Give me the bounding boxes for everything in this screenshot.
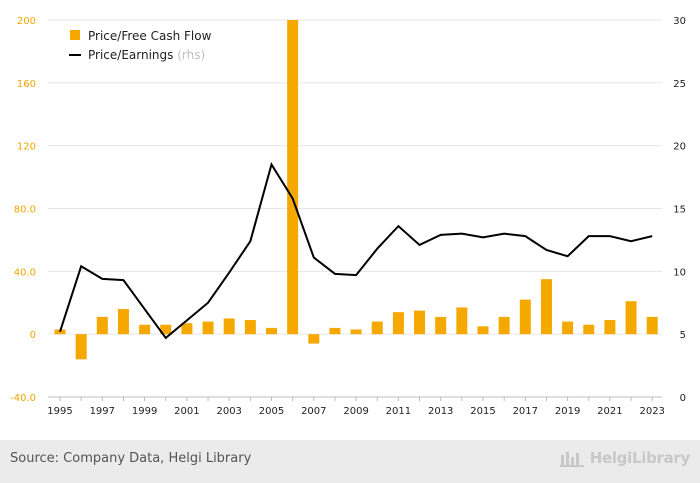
x-tick-label: 2013 xyxy=(428,406,453,417)
legend-swatch-bar xyxy=(70,30,80,40)
bar-series xyxy=(54,20,658,360)
right-axis: 0 5 10 15 20 25 30 xyxy=(673,16,686,404)
x-tick-label: 2007 xyxy=(301,406,326,417)
bar xyxy=(392,312,404,335)
bar xyxy=(583,324,595,335)
logo-text: HelgiLibrary xyxy=(589,449,691,467)
left-tick-label: 160 xyxy=(17,79,36,90)
right-tick-label: 25 xyxy=(673,79,686,90)
bar xyxy=(498,316,510,335)
left-tick-label: 0 xyxy=(30,330,36,341)
bar xyxy=(202,321,214,335)
bar xyxy=(244,320,256,335)
x-tick-label: 2011 xyxy=(386,406,411,417)
right-tick-label: 15 xyxy=(673,205,686,216)
x-tick-label: 2003 xyxy=(216,406,241,417)
chart: -40.0 0 40.0 80.0 120 160 200 0 5 10 15 20 25 30 199… xyxy=(10,16,686,417)
bar xyxy=(625,301,637,335)
bar xyxy=(562,321,574,335)
right-tick-label: 5 xyxy=(680,330,686,341)
left-tick-label: 120 xyxy=(17,142,36,153)
library-logo-icon xyxy=(559,452,584,467)
x-tick-label: 2021 xyxy=(597,406,622,417)
bar xyxy=(540,279,552,335)
right-tick-label: 0 xyxy=(680,393,686,404)
legend: Price/Free Cash Flow Price/Earnings (rhs… xyxy=(69,29,212,62)
x-tick-label: 2017 xyxy=(513,406,538,417)
x-tick-label: 2009 xyxy=(343,406,368,417)
legend-label-pe: Price/Earnings (rhs) xyxy=(88,48,205,62)
bar xyxy=(54,329,66,335)
right-tick-label: 30 xyxy=(673,16,686,27)
x-tick-label: 2015 xyxy=(470,406,495,417)
bar xyxy=(435,316,447,335)
left-tick-label: 40.0 xyxy=(14,267,36,278)
bar xyxy=(371,321,383,335)
bar xyxy=(223,318,235,335)
x-tick-label: 2005 xyxy=(259,406,284,417)
x-tick-label: 1999 xyxy=(132,406,157,417)
bar xyxy=(519,299,531,335)
bar xyxy=(308,334,320,344)
bar xyxy=(477,326,489,335)
footer: Source: Company Data, Helgi Library Helg… xyxy=(0,440,700,483)
bar xyxy=(604,320,616,335)
left-tick-label: 80.0 xyxy=(14,205,36,216)
helgi-library-logo: HelgiLibrary xyxy=(559,449,691,467)
right-tick-label: 10 xyxy=(673,267,686,278)
bar xyxy=(139,324,151,335)
x-tick-label: 2023 xyxy=(639,406,664,417)
left-tick-label: 200 xyxy=(17,16,36,27)
right-tick-label: 20 xyxy=(673,142,686,153)
bar xyxy=(117,309,129,335)
bar xyxy=(287,20,299,335)
gridlines xyxy=(48,19,662,398)
left-tick-label: -40.0 xyxy=(10,393,36,404)
bar xyxy=(75,334,87,360)
x-tick-label: 2019 xyxy=(555,406,580,417)
x-tick-label: 1995 xyxy=(47,406,72,417)
left-axis: -40.0 0 40.0 80.0 120 160 200 xyxy=(10,16,36,404)
x-axis: 1995 1997 1999 2001 2003 2005 2007 2009 2011 2013… xyxy=(47,396,665,417)
bar xyxy=(414,310,426,335)
bar xyxy=(181,323,193,335)
x-tick-label: 1997 xyxy=(90,406,115,417)
legend-label-fcf: Price/Free Cash Flow xyxy=(88,29,212,43)
bar xyxy=(160,324,172,335)
bar xyxy=(646,316,658,335)
bar xyxy=(456,307,468,335)
pe-line xyxy=(59,162,653,340)
bar xyxy=(96,316,108,335)
bar xyxy=(329,327,341,335)
bar xyxy=(350,329,362,335)
x-tick-label: 2001 xyxy=(174,406,199,417)
legend-pe-suffix: (rhs) xyxy=(177,48,205,62)
line-series xyxy=(59,162,653,340)
bar xyxy=(266,327,277,335)
legend-pe-name: Price/Earnings xyxy=(88,48,173,62)
source-note: Source: Company Data, Helgi Library xyxy=(10,451,252,466)
